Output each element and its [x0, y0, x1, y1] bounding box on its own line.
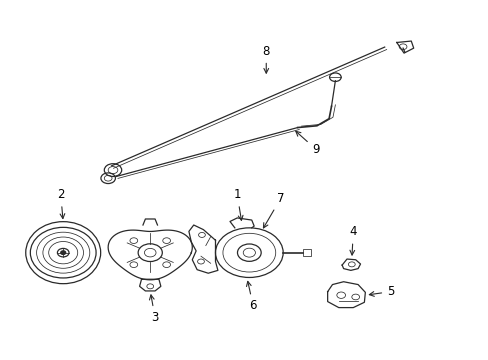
- Text: 7: 7: [263, 192, 284, 228]
- Text: 6: 6: [246, 282, 256, 312]
- Text: 1: 1: [233, 188, 243, 220]
- Text: 2: 2: [57, 188, 65, 219]
- Text: 5: 5: [368, 285, 394, 298]
- Bar: [302, 249, 310, 256]
- Circle shape: [61, 251, 65, 255]
- Text: 4: 4: [349, 225, 356, 255]
- Text: 9: 9: [295, 131, 319, 156]
- Text: 8: 8: [262, 45, 269, 73]
- Text: 3: 3: [149, 295, 159, 324]
